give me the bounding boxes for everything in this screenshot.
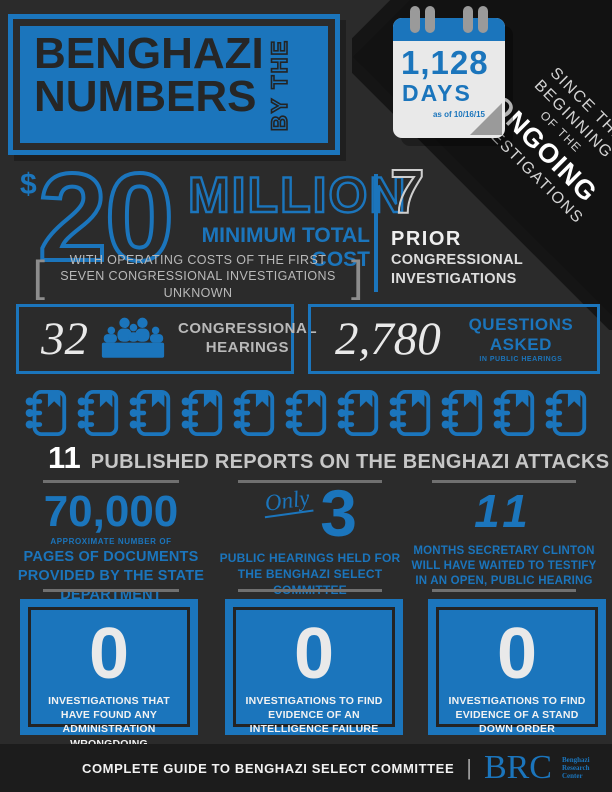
select-hearings-text: PUBLIC HEARINGS HELD FOR THE BENGHAZI SE… [219,551,401,596]
select-hearings-count: 3 [320,476,357,550]
brc-logo: BRC [483,749,552,786]
days-count: 1,128 [401,44,489,81]
months-count: 11 [474,485,534,537]
zero-box-intelligence: 0 INVESTIGATIONS TO FIND EVIDENCE OF AN … [225,599,403,735]
hearings-box: 32 CONGRESSIONAL HEARINGS [16,304,317,374]
bracket-left: [ [32,251,45,301]
notebook-icon [232,389,276,442]
notebook-icon [128,389,172,442]
title-line-1: BENGHAZI [34,29,264,78]
hearings-label: CONGRESSIONAL HEARINGS [178,320,318,356]
divider-rule [432,480,576,483]
calendar-header-bar [393,18,505,41]
hearings-count: 32 [41,312,88,365]
calendar-ring-icon [410,6,420,33]
notebook-icon [180,389,224,442]
cost-note: WITH OPERATING COSTS OF THE FIRST SEVEN … [60,253,336,300]
calendar-ring-icon [425,6,435,33]
title-vertical-label: BY THE [266,38,293,132]
pages-text: PAGES OF DOCUMENTS PROVIDED BY THE STATE… [17,549,205,603]
questions-box: 2,780 QUESTIONS ASKED IN PUBLIC HEARINGS [308,304,600,374]
divider-rule [42,480,180,483]
title-block: BENGHAZI NUMBERS BY THE [8,14,340,155]
zero-box-inner: 0 INVESTIGATIONS TO FIND EVIDENCE OF AN … [233,607,395,735]
footer-text: COMPLETE GUIDE TO BENGHAZI SELECT COMMIT… [81,760,455,776]
notebook-icon [492,389,536,442]
prior-sublabel: CONGRESSIONAL INVESTIGATIONS [391,252,523,287]
notebook-icon [544,389,588,442]
cost-note-block: [ WITH OPERATING COSTS OF THE FIRST SEVE… [28,252,368,301]
divider-rule [42,589,180,592]
zero-text: INVESTIGATIONS TO FIND EVIDENCE OF A STA… [448,695,586,736]
page-curl-icon [470,103,502,135]
cost-amount: 20 [36,149,176,287]
cost-unit: MILLION [187,167,408,223]
notebook-icon [388,389,432,442]
prior-label: PRIOR [391,228,462,250]
only-label: Only [261,485,314,519]
questions-label: QUESTIONS ASKED [468,314,574,354]
stat-column-months: 11 MONTHS SECRETARY CLINTON WILL HAVE WA… [404,480,604,592]
zero-text: INVESTIGATIONS THAT HAVE FOUND ANY ADMIN… [48,695,170,750]
pages-count: 70,000 [43,487,179,536]
hearing-panel-icon [100,312,166,367]
calendar-ring-icon [478,6,488,33]
cost-label: MINIMUM TOTAL COST [201,224,370,271]
zero-count: 0 [88,614,130,694]
zero-box-stand-down: 0 INVESTIGATIONS TO FIND EVIDENCE OF A S… [428,599,606,735]
pages-note: APPROXIMATE NUMBER OF [50,537,172,546]
calendar-icon: 1,128 DAYS as of 10/16/15 [393,6,505,138]
footer-bar: COMPLETE GUIDE TO BENGHAZI SELECT COMMIT… [0,744,612,792]
zero-box-wrongdoing: 0 INVESTIGATIONS THAT HAVE FOUND ANY ADM… [20,599,198,750]
days-label: DAYS [402,80,472,106]
prior-investigations-count: 7 [389,158,426,227]
stat-column-select-hearings: Only 3 PUBLIC HEARINGS HELD FOR THE BENG… [210,476,410,597]
page-title: BENGHAZI NUMBERS [34,29,264,121]
divider-rule [238,480,382,483]
zero-count: 0 [496,614,538,694]
notebook-icon [336,389,380,442]
vertical-divider [374,174,378,292]
brc-logo-subtext: Benghazi Research Center [562,755,590,781]
zero-count: 0 [293,614,335,694]
title-line-2: NUMBERS [34,71,257,121]
questions-sublabel: IN PUBLIC HEARINGS [479,356,563,364]
divider-rule [432,589,576,592]
stat-column-pages: 70,000 APPROXIMATE NUMBER OF PAGES OF DO… [16,480,206,603]
questions-count: 2,780 [335,312,441,365]
notebook-icon [24,389,68,442]
notebook-icon [76,389,120,442]
title-inner-panel: BENGHAZI NUMBERS BY THE [20,26,328,143]
notebook-icon [284,389,328,442]
reports-icon-row [24,389,588,442]
zero-box-inner: 0 INVESTIGATIONS THAT HAVE FOUND ANY ADM… [28,607,190,750]
footer-divider: | [466,755,472,780]
reports-caption: 11 PUBLISHED REPORTS ON THE BENGHAZI ATT… [48,440,609,476]
as-of-date: as of 10/16/15 [432,110,485,119]
divider-rule [238,589,382,592]
questions-label-block: QUESTIONS ASKED IN PUBLIC HEARINGS [455,315,587,363]
only-number-block: Only 3 [210,476,410,550]
notebook-icon [440,389,484,442]
dollar-sign: $ [20,168,37,201]
zero-text: INVESTIGATIONS TO FIND EVIDENCE OF AN IN… [245,695,383,736]
bracket-right: ] [351,251,364,301]
reports-label: PUBLISHED REPORTS ON THE BENGHAZI ATTACK… [90,451,610,473]
calendar-ring-icon [463,6,473,33]
zero-box-inner: 0 INVESTIGATIONS TO FIND EVIDENCE OF A S… [436,607,598,735]
reports-count: 11 [48,440,81,475]
months-text: MONTHS SECRETARY CLINTON WILL HAVE WAITE… [411,545,597,587]
